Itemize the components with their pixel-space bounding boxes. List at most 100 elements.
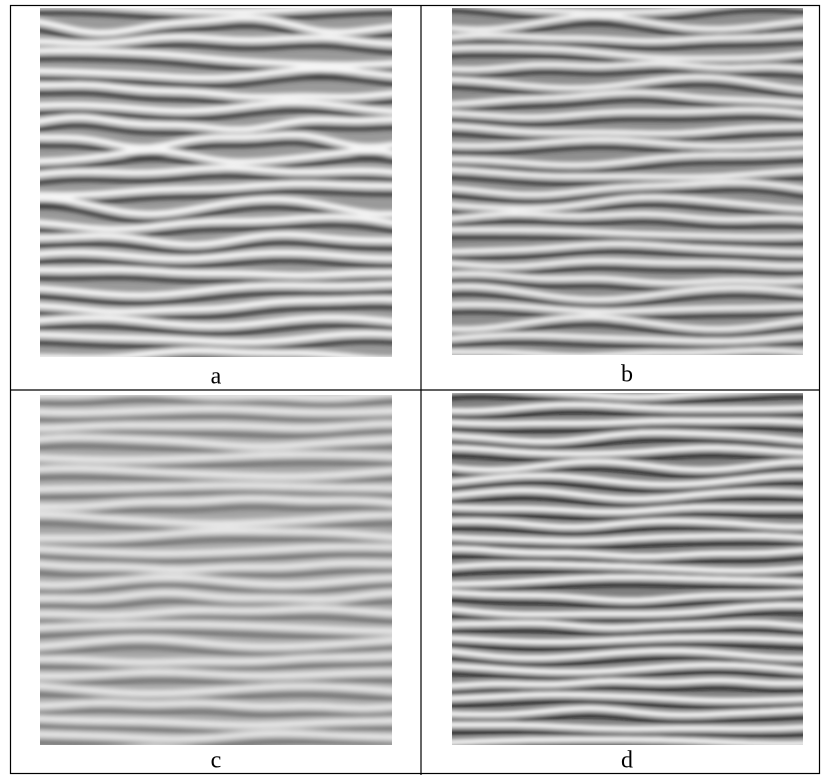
light-stripe xyxy=(40,589,392,602)
dark-stripe xyxy=(452,685,803,696)
light-stripe xyxy=(452,166,803,180)
light-stripe xyxy=(40,652,392,666)
light-stripe xyxy=(40,482,392,492)
light-stripe xyxy=(40,330,392,345)
light-stripe xyxy=(452,226,803,240)
dark-stripe xyxy=(30,0,402,3)
dark-stripe xyxy=(40,738,392,745)
dark-stripe xyxy=(452,437,803,451)
light-stripe xyxy=(40,314,392,330)
light-stripe xyxy=(452,589,803,604)
dark-stripe xyxy=(40,677,392,687)
light-stripe xyxy=(40,164,392,178)
light-stripe xyxy=(452,472,803,488)
stripe-image xyxy=(442,0,808,355)
light-stripe xyxy=(452,429,803,445)
panel-label: a xyxy=(211,364,222,390)
light-stripe xyxy=(40,511,392,527)
light-stripe xyxy=(40,47,392,68)
dark-stripe xyxy=(40,473,392,487)
dark-stripe xyxy=(40,723,392,736)
light-stripe xyxy=(452,347,803,355)
light-stripe xyxy=(40,347,392,357)
light-stripe xyxy=(452,647,803,661)
light-stripe xyxy=(40,635,392,650)
dark-stripe xyxy=(40,661,392,673)
dark-stripe xyxy=(452,340,803,351)
light-stripe xyxy=(452,574,803,587)
dark-stripe xyxy=(40,108,392,122)
light-stripe xyxy=(40,434,392,450)
light-stripe xyxy=(452,106,803,120)
light-stripe xyxy=(452,487,803,502)
dark-stripe xyxy=(442,0,808,4)
light-stripe xyxy=(40,249,392,262)
light-stripe xyxy=(452,123,803,137)
light-stripe xyxy=(452,545,803,560)
stripe-image xyxy=(40,395,392,745)
light-stripe xyxy=(40,295,392,315)
dark-stripe xyxy=(40,173,392,185)
light-stripe xyxy=(40,699,392,711)
light-stripe xyxy=(452,240,803,255)
light-stripe xyxy=(452,211,803,223)
dark-stripe xyxy=(40,490,392,500)
light-stripe xyxy=(40,114,392,133)
light-stripe xyxy=(482,8,722,16)
dark-stripe xyxy=(452,249,803,262)
dark-stripe xyxy=(40,258,392,270)
light-stripe xyxy=(452,270,803,286)
light-stripe xyxy=(452,32,803,44)
light-stripe xyxy=(452,662,803,675)
light-stripe xyxy=(452,532,803,544)
light-stripe xyxy=(452,136,803,149)
dark-stripe xyxy=(40,643,392,657)
dark-stripe xyxy=(452,68,803,79)
dark-stripe xyxy=(452,525,803,537)
dark-stripe xyxy=(452,495,803,509)
dark-stripe xyxy=(40,536,392,549)
dark-stripe xyxy=(452,291,803,310)
dark-stripe xyxy=(40,582,392,595)
stripes xyxy=(452,393,803,745)
light-stripe xyxy=(452,44,803,62)
light-stripe xyxy=(452,445,803,457)
dark-stripe xyxy=(452,187,803,205)
light-stripe xyxy=(452,301,803,315)
light-stripe xyxy=(452,283,803,303)
dark-stripe xyxy=(40,629,392,641)
light-stripe xyxy=(40,33,392,48)
light-stripe xyxy=(40,574,392,588)
light-stripe xyxy=(40,81,392,100)
dark-stripe xyxy=(452,115,803,127)
light-stripe xyxy=(452,705,803,718)
dark-stripe xyxy=(452,40,803,51)
panel-label: c xyxy=(211,748,222,774)
light-stripe xyxy=(73,8,387,15)
light-stripe xyxy=(452,619,803,631)
panel-label: b xyxy=(621,362,633,388)
light-stripe xyxy=(452,677,803,689)
dark-stripe xyxy=(40,503,392,517)
light-stripe xyxy=(40,14,392,36)
light-stripe xyxy=(40,559,392,573)
light-stripe xyxy=(40,66,392,81)
light-stripe xyxy=(452,89,803,107)
dark-stripe xyxy=(452,713,803,725)
light-stripe xyxy=(40,451,392,463)
light-stripe xyxy=(452,401,803,414)
stripes xyxy=(40,395,392,745)
light-stripe xyxy=(452,417,803,427)
dark-stripe xyxy=(452,627,803,637)
dark-stripe xyxy=(452,642,803,652)
dark-stripe xyxy=(40,75,392,89)
light-stripe xyxy=(40,420,392,432)
stripe-image xyxy=(30,0,402,357)
stripes xyxy=(442,0,808,355)
light-stripe xyxy=(40,266,392,279)
light-stripe xyxy=(452,561,803,574)
dark-stripe xyxy=(40,552,392,564)
dark-stripe xyxy=(40,323,392,337)
light-stripe xyxy=(40,495,392,510)
light-stripe xyxy=(40,621,392,634)
